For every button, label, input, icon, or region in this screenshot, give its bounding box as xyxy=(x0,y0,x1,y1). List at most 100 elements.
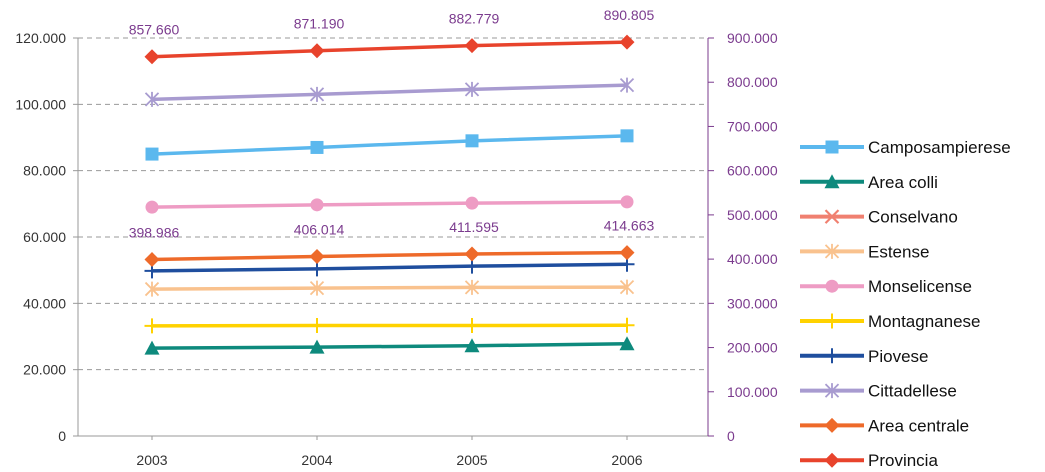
y-right-tick-label: 200.000 xyxy=(727,340,778,356)
data-point-cittadellese xyxy=(619,77,635,93)
series-camposampierese xyxy=(145,129,634,161)
data-label-provincia: 871.190 xyxy=(294,16,345,32)
y-right-tick-label: 400.000 xyxy=(727,251,778,267)
data-point-monselicense xyxy=(310,198,324,212)
legend-item-cittadellese: Cittadellese xyxy=(800,382,957,401)
y-left-tick-label: 0 xyxy=(58,428,66,444)
data-point-monselicense xyxy=(465,196,479,210)
y-left-tick-label: 60.000 xyxy=(23,229,66,245)
x-tick-label: 2005 xyxy=(456,452,487,468)
legend-marker xyxy=(824,348,840,364)
y-right-tick-label: 600.000 xyxy=(727,163,778,179)
axes: 0 20.000 40.000 60.000 80.000 100.000 120.000 2… xyxy=(15,30,777,468)
legend-label: Cittadellese xyxy=(868,382,957,401)
data-point-provincia xyxy=(309,43,325,59)
y-right-tick-label: 300.000 xyxy=(727,295,778,311)
legend-marker xyxy=(824,452,840,468)
legend-marker xyxy=(824,243,840,259)
legend: Camposampierese Area colli Conselvano Esten… xyxy=(800,138,1011,470)
series-line-monselicense xyxy=(151,200,628,209)
legend-item-monselicense: Monselicense xyxy=(800,277,972,296)
data-point-estense xyxy=(464,279,480,295)
data-point-cittadellese xyxy=(144,91,160,107)
data-point-estense xyxy=(309,280,325,296)
series-monselicense xyxy=(145,195,634,214)
data-labels: 398.986 406.014 411.595 414.663 857.660 871.1… xyxy=(129,7,655,240)
data-label-area-centrale: 414.663 xyxy=(604,218,655,234)
y-right-tick-label: 900.000 xyxy=(727,30,778,46)
data-point-camposampierese xyxy=(465,134,479,148)
data-label-area-centrale: 406.014 xyxy=(294,221,345,237)
y-left-tick-label: 80.000 xyxy=(23,163,66,179)
data-point-cittadellese xyxy=(309,86,325,102)
data-point-camposampierese xyxy=(310,140,324,154)
y-left-tick-label: 100.000 xyxy=(15,96,66,112)
data-point-area-centrale xyxy=(309,248,325,264)
data-point-area-centrale xyxy=(144,252,160,268)
legend-label: Piovese xyxy=(868,347,928,366)
data-label-provincia: 890.805 xyxy=(604,7,655,23)
y-left-tick-label: 40.000 xyxy=(23,295,66,311)
data-point-provincia xyxy=(619,34,635,50)
legend-label: Provincia xyxy=(868,451,938,470)
legend-label: Area centrale xyxy=(868,416,969,435)
legend-marker xyxy=(825,140,839,154)
y-right-tick-label: 0 xyxy=(727,428,735,444)
legend-marker xyxy=(824,174,840,189)
data-point-area-colli xyxy=(619,336,635,351)
legend-item-provincia: Provincia xyxy=(800,451,938,470)
legend-item-camposampierese: Camposampierese xyxy=(800,138,1011,157)
data-point-estense xyxy=(144,281,160,297)
legend-label: Area colli xyxy=(868,173,938,192)
legend-item-area-colli: Area colli xyxy=(800,173,938,192)
x-tick-label: 2004 xyxy=(301,452,332,468)
data-label-provincia: 882.779 xyxy=(449,11,500,27)
series-line-cittadellese xyxy=(151,83,628,102)
data-point-cittadellese xyxy=(464,81,480,97)
data-point-area-colli xyxy=(144,340,160,355)
data-point-montagnanese xyxy=(144,318,160,334)
series-line-montagnanese xyxy=(151,323,628,328)
legend-item-montagnanese: Montagnanese xyxy=(800,312,980,331)
legend-item-area-centrale: Area centrale xyxy=(800,416,969,435)
series-line-provincia xyxy=(151,40,628,59)
data-point-area-centrale xyxy=(619,245,635,261)
legend-label: Monselicense xyxy=(868,277,972,296)
data-point-area-centrale xyxy=(464,246,480,262)
series-area-centrale xyxy=(144,245,635,268)
data-point-area-colli xyxy=(309,339,325,354)
series-montagnanese xyxy=(144,317,635,334)
y-left-tick-label: 20.000 xyxy=(23,362,66,378)
series-cittadellese xyxy=(144,77,635,107)
grid-lines xyxy=(78,37,708,371)
data-label-area-centrale: 411.595 xyxy=(449,219,499,235)
legend-item-conselvano: Conselvano xyxy=(800,208,958,227)
legend-label: Camposampierese xyxy=(868,138,1011,157)
data-label-provincia: 857.660 xyxy=(129,22,180,38)
data-point-montagnanese xyxy=(619,317,635,333)
y-right-tick-label: 100.000 xyxy=(727,384,778,400)
data-point-provincia xyxy=(464,38,480,54)
y-right-tick-label: 700.000 xyxy=(727,118,778,134)
data-point-area-colli xyxy=(464,338,480,353)
data-point-camposampierese xyxy=(145,147,159,161)
series-line-piovese xyxy=(151,262,628,273)
legend-label: Montagnanese xyxy=(868,312,980,331)
legend-marker xyxy=(824,417,840,433)
series-line-area-colli xyxy=(151,342,628,350)
series-area-colli xyxy=(144,336,635,355)
series-line-area-centrale xyxy=(151,250,628,262)
legend-marker xyxy=(824,209,840,224)
data-point-camposampierese xyxy=(620,129,634,143)
legend-marker xyxy=(824,313,840,329)
data-point-montagnanese xyxy=(309,318,325,334)
data-label-area-centrale: 398.986 xyxy=(129,225,180,241)
series-line-estense xyxy=(151,285,628,291)
y-right-tick-label: 800.000 xyxy=(727,74,778,90)
legend-item-piovese: Piovese xyxy=(800,347,928,366)
y-right-tick-label: 500.000 xyxy=(727,207,778,223)
data-point-estense xyxy=(619,279,635,295)
legend-label: Conselvano xyxy=(868,208,958,227)
series-estense xyxy=(144,279,635,297)
data-point-provincia xyxy=(144,49,160,65)
